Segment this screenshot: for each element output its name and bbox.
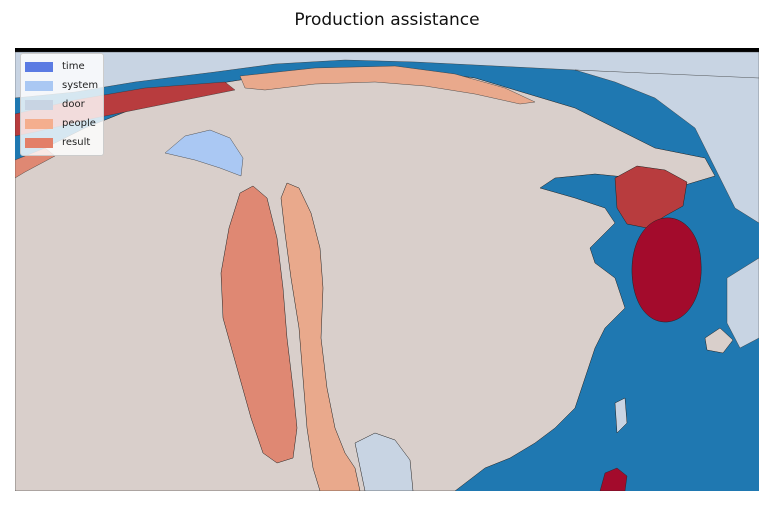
map-top-border: [15, 48, 759, 52]
region-north-peach-band: [239, 65, 536, 105]
region-taiwan: [614, 397, 628, 434]
legend-item-door: door: [25, 95, 98, 114]
region-far-east-island: [726, 257, 759, 349]
region-salmon-peninsula: [220, 185, 298, 464]
region-east-islands: [704, 327, 734, 354]
legend-swatch: [25, 80, 53, 91]
legend-item-result: result: [25, 133, 98, 152]
legend-label: result: [62, 137, 91, 148]
legend-swatch: [25, 137, 53, 148]
region-south-light: [354, 432, 414, 491]
legend-label: time: [62, 61, 85, 72]
region-dark-red-south: [599, 467, 628, 491]
map-area: [15, 48, 759, 491]
legend-item-system: system: [25, 76, 98, 95]
legend-item-people: people: [25, 114, 98, 133]
legend-item-time: time: [25, 57, 98, 76]
legend-swatch: [25, 118, 53, 129]
map-svg: [15, 48, 759, 491]
legend-label: system: [62, 80, 99, 91]
chart-title: Production assistance: [294, 10, 480, 30]
region-light-blue-patch: [164, 129, 244, 177]
region-red-northeast: [614, 165, 688, 229]
legend-label: door: [62, 99, 85, 110]
region-peach-peninsula: [280, 182, 361, 491]
legend-swatch: [25, 61, 53, 72]
legend-label: people: [62, 118, 96, 129]
legend: time system door people result: [20, 53, 105, 156]
region-northeast-light: [574, 69, 759, 224]
region-dark-red-oval: [631, 217, 702, 323]
legend-swatch: [25, 99, 53, 110]
